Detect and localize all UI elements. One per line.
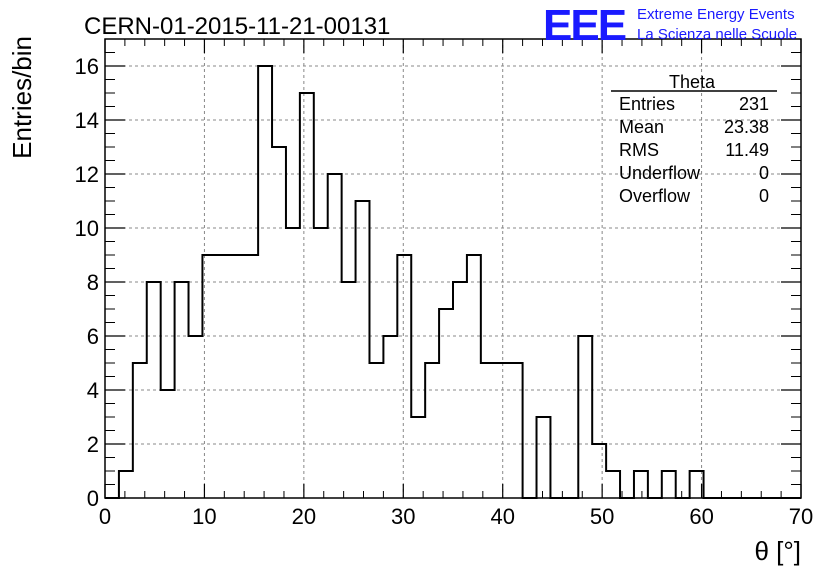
x-axis-label: θ [°] xyxy=(754,536,801,566)
stats-value-overflow: 0 xyxy=(759,186,769,206)
y-tick-label: 16 xyxy=(75,54,99,79)
stats-label-entries: Entries xyxy=(619,94,675,114)
stats-value-underflow: 0 xyxy=(759,163,769,183)
x-tick-label: 40 xyxy=(490,504,514,529)
y-tick-label: 0 xyxy=(87,486,99,511)
stats-label-underflow: Underflow xyxy=(619,163,701,183)
logo-line-2: La Scienza nelle Scuole xyxy=(637,26,797,43)
x-tick-label: 0 xyxy=(99,504,111,529)
plot-frame xyxy=(104,38,802,499)
x-tick-label: 20 xyxy=(292,504,316,529)
tick-labels: 0 10 20 30 40 50 60 70 0 2 4 6 8 10 12 14 16 xyxy=(75,54,814,529)
stats-value-mean: 23.38 xyxy=(724,117,769,137)
y-tick-label: 10 xyxy=(75,216,99,241)
y-tick-label: 8 xyxy=(87,270,99,295)
stats-label-rms: RMS xyxy=(619,140,659,160)
y-tick-label: 14 xyxy=(75,108,99,133)
stats-label-overflow: Overflow xyxy=(619,186,691,206)
y-tick-label: 12 xyxy=(75,162,99,187)
grid-lines xyxy=(105,39,801,498)
chart-title: CERN-01-2015-11-21-00131 xyxy=(84,13,390,40)
x-tick-label: 50 xyxy=(590,504,614,529)
y-axis-label: Entries/bin xyxy=(7,36,37,159)
x-tick-label: 60 xyxy=(689,504,713,529)
stats-value-rms: 11.49 xyxy=(725,140,769,160)
stats-label-mean: Mean xyxy=(619,117,664,137)
stats-value-entries: 231 xyxy=(739,94,769,114)
eee-logo: EEE xyxy=(543,1,626,50)
axis-ticks xyxy=(104,38,802,499)
stats-title: Theta xyxy=(669,72,716,92)
x-tick-label: 30 xyxy=(391,504,415,529)
y-tick-label: 2 xyxy=(87,432,99,457)
x-tick-label: 10 xyxy=(192,504,216,529)
y-tick-label: 6 xyxy=(87,324,99,349)
y-tick-label: 4 xyxy=(87,378,99,403)
logo-line-1: Extreme Energy Events xyxy=(637,6,795,23)
stats-box: Theta Entries 231 Mean 23.38 RMS 11.49 U… xyxy=(611,72,777,206)
x-tick-label: 70 xyxy=(789,504,813,529)
